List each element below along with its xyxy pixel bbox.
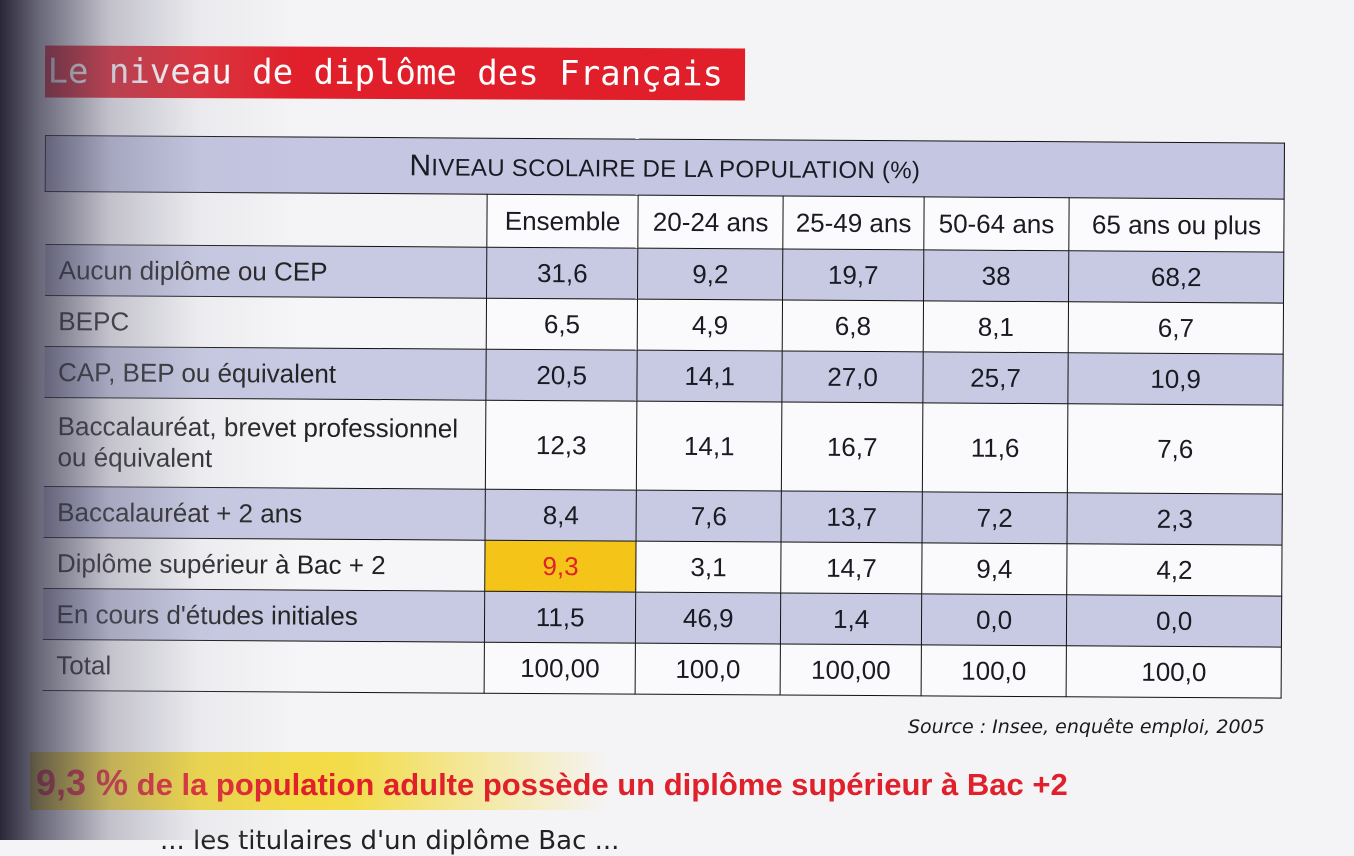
section-title-bar: Le niveau de diplôme des Français xyxy=(44,45,746,101)
clipped-body-text: ... les titulaires d'un diplôme Bac ... xyxy=(160,826,620,856)
caption-initial: N xyxy=(409,148,432,182)
cell: 7,2 xyxy=(921,491,1068,544)
cell: 9,4 xyxy=(921,542,1068,595)
table-row: Aucun diplôme ou CEP 31,6 9,2 19,7 38 68… xyxy=(44,244,1284,304)
cell: 100,00 xyxy=(780,644,922,696)
cell: 4,2 xyxy=(1066,543,1283,597)
cell: 9,2 xyxy=(637,248,784,301)
cell: 6,5 xyxy=(486,298,638,351)
table-row: CAP, BEP ou équivalent 20,5 14,1 27,0 25… xyxy=(43,346,1284,406)
row-label: BEPC xyxy=(44,295,487,350)
row-label-line-1: Baccalauréat, brevet professionnel xyxy=(57,411,459,444)
highlighted-cell: 9,3 xyxy=(485,540,637,593)
cell: 14,1 xyxy=(636,350,783,403)
table-row: Diplôme supérieur à Bac + 2 9,3 3,1 14,7… xyxy=(42,537,1283,597)
table-row: Baccalauréat + 2 ans 8,4 7,6 13,7 7,2 2,… xyxy=(43,486,1283,546)
col-header-25-49: 25-49 ans xyxy=(783,196,924,250)
row-label-line-2: ou équivalent xyxy=(57,442,213,474)
cell: 11,6 xyxy=(922,402,1069,493)
table-caption-row: Niveau scolaire de la population (%) xyxy=(45,135,1285,200)
col-header-50-64: 50-64 ans xyxy=(923,196,1070,251)
cell: 100,0 xyxy=(920,644,1067,697)
cell: 46,9 xyxy=(635,592,782,645)
cell: 14,7 xyxy=(781,542,922,594)
cell: 8,4 xyxy=(485,489,637,542)
table-row-total: Total 100,00 100,0 100,00 100,0 100,0 xyxy=(42,639,1282,699)
table-row: Baccalauréat, brevet professionnel ou éq… xyxy=(43,397,1283,495)
cell: 100,0 xyxy=(1066,645,1282,699)
cell: 8,1 xyxy=(923,300,1069,353)
cell: 10,9 xyxy=(1068,352,1284,406)
caption-rest: iveau scolaire de la population (%) xyxy=(431,153,921,184)
row-label: Aucun diplôme ou CEP xyxy=(44,244,488,299)
cell: 31,6 xyxy=(486,247,638,300)
education-level-table: Niveau scolaire de la population (%) Ens… xyxy=(42,135,1285,699)
headline-body: de la population adulte possède un diplô… xyxy=(128,767,1068,802)
row-label: En cours d'études initiales xyxy=(42,588,486,643)
cell: 0,0 xyxy=(1066,594,1282,648)
col-header-ensemble: Ensemble xyxy=(487,194,639,249)
cell: 3,1 xyxy=(635,541,782,594)
cell: 25,7 xyxy=(922,351,1069,404)
cell: 6,8 xyxy=(782,300,924,352)
headline-number: 9,3 % xyxy=(36,762,129,803)
cell: 68,2 xyxy=(1068,250,1284,304)
cell: 6,7 xyxy=(1068,301,1284,355)
cell: 2,3 xyxy=(1067,492,1283,546)
row-label: Diplôme supérieur à Bac + 2 xyxy=(42,537,486,592)
table-row: En cours d'études initiales 11,5 46,9 1,… xyxy=(42,588,1282,648)
cell: 13,7 xyxy=(781,491,923,543)
cell: 7,6 xyxy=(636,490,782,543)
section-title: Le niveau de diplôme des Français xyxy=(47,51,724,95)
cell: 4,9 xyxy=(637,299,783,352)
row-label: CAP, BEP ou équivalent xyxy=(43,346,487,401)
cell: 38 xyxy=(923,249,1069,302)
cell: 16,7 xyxy=(781,402,923,492)
column-header-row: Ensemble 20-24 ans 25-49 ans 50-64 ans 6… xyxy=(44,191,1285,253)
cell: 19,7 xyxy=(782,249,924,301)
cell: 11,5 xyxy=(484,591,636,644)
cell: 0,0 xyxy=(921,593,1067,646)
table-row: BEPC 6,5 4,9 6,8 8,1 6,7 xyxy=(44,295,1284,355)
source-citation: Source : Insee, enquête emploi, 2005 xyxy=(908,716,1265,738)
cell: 12,3 xyxy=(485,400,637,491)
row-label: Baccalauréat, brevet professionnel ou éq… xyxy=(43,397,487,490)
row-label: Total xyxy=(42,639,485,694)
col-header-65-plus: 65 ans ou plus xyxy=(1068,197,1285,253)
cell: 14,1 xyxy=(636,401,783,492)
cell: 100,00 xyxy=(484,642,636,695)
corner-cell xyxy=(44,191,488,248)
table-caption: Niveau scolaire de la population (%) xyxy=(45,135,1285,200)
cell: 100,0 xyxy=(635,643,781,696)
cell: 7,6 xyxy=(1067,403,1283,495)
cell: 27,0 xyxy=(782,351,924,403)
data-table: Niveau scolaire de la population (%) Ens… xyxy=(42,135,1285,699)
row-label: Baccalauréat + 2 ans xyxy=(43,486,486,541)
col-header-20-24: 20-24 ans xyxy=(637,195,784,250)
headline: 9,3 % de la population adulte possède un… xyxy=(36,762,1068,804)
cell: 20,5 xyxy=(486,349,638,402)
cell: 1,4 xyxy=(780,593,922,645)
